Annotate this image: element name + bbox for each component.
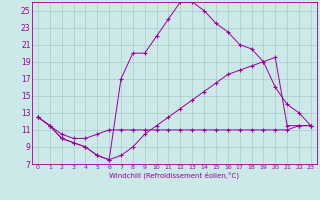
X-axis label: Windchill (Refroidissement éolien,°C): Windchill (Refroidissement éolien,°C) bbox=[109, 172, 239, 179]
